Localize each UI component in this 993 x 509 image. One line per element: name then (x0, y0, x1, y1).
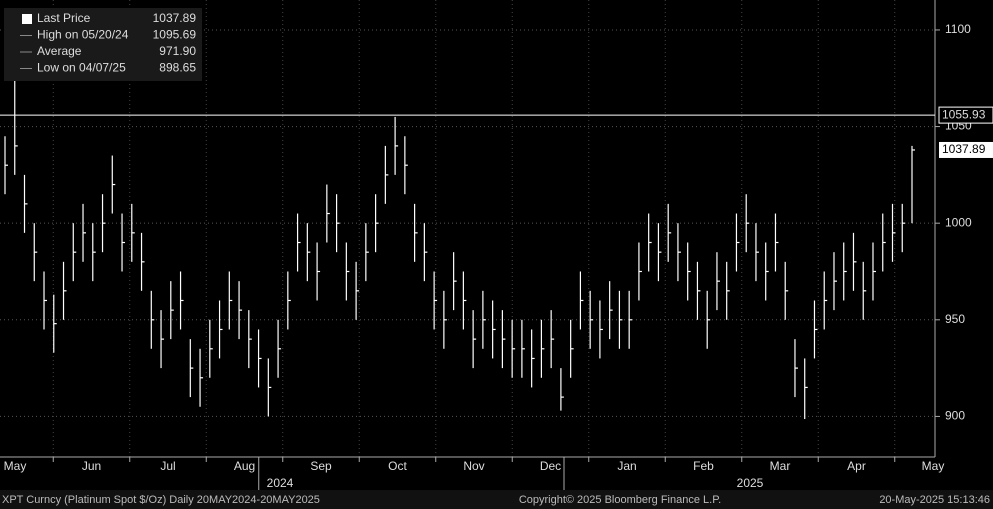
reference-label: 1055.93 (942, 107, 986, 121)
year-label: 2025 (737, 476, 764, 490)
y-tick-label: 1100 (945, 22, 971, 36)
x-tick-label: Feb (693, 459, 714, 473)
legend-value: 971.90 (159, 44, 196, 58)
legend-label: High on 05/20/24 (37, 28, 129, 42)
x-tick-label: Aug (234, 459, 255, 473)
x-tick-label: Oct (388, 459, 407, 473)
reference-tag (938, 106, 993, 124)
x-tick-label: Jul (160, 459, 175, 473)
legend-value: 1095.69 (153, 28, 197, 42)
x-tick-label: Mar (770, 459, 791, 473)
x-tick-label: May (4, 459, 27, 473)
x-tick-label: Jan (617, 459, 636, 473)
legend-swatch (22, 14, 32, 24)
x-tick-label: Dec (540, 459, 561, 473)
footer-band (0, 490, 993, 509)
footer-left: XPT Curncy (Platinum Spot $/Oz) Daily 20… (2, 494, 320, 506)
legend-label: Average (37, 44, 82, 58)
last-tag (939, 141, 993, 158)
legend-value: 898.65 (159, 61, 196, 75)
y-tick-label: 950 (945, 312, 965, 326)
x-tick-label: Sep (310, 459, 332, 473)
y-tick-label: 900 (945, 409, 965, 423)
last-label: 1037.89 (942, 142, 986, 156)
x-tick-label: Apr (847, 459, 866, 473)
footer-right: 20-May-2025 15:13:46 (879, 494, 990, 506)
x-tick-label: May (922, 459, 945, 473)
x-tick-label: Jun (82, 459, 101, 473)
footer-center: Copyright© 2025 Bloomberg Finance L.P. (519, 494, 721, 506)
legend-label: Last Price (37, 11, 91, 25)
legend-box (4, 8, 202, 81)
legend-value: 1037.89 (153, 11, 197, 25)
x-tick-label: Nov (463, 459, 484, 473)
y-tick-label: 1000 (945, 215, 972, 229)
legend-label: Low on 04/07/25 (37, 61, 126, 75)
year-label: 2024 (267, 476, 294, 490)
